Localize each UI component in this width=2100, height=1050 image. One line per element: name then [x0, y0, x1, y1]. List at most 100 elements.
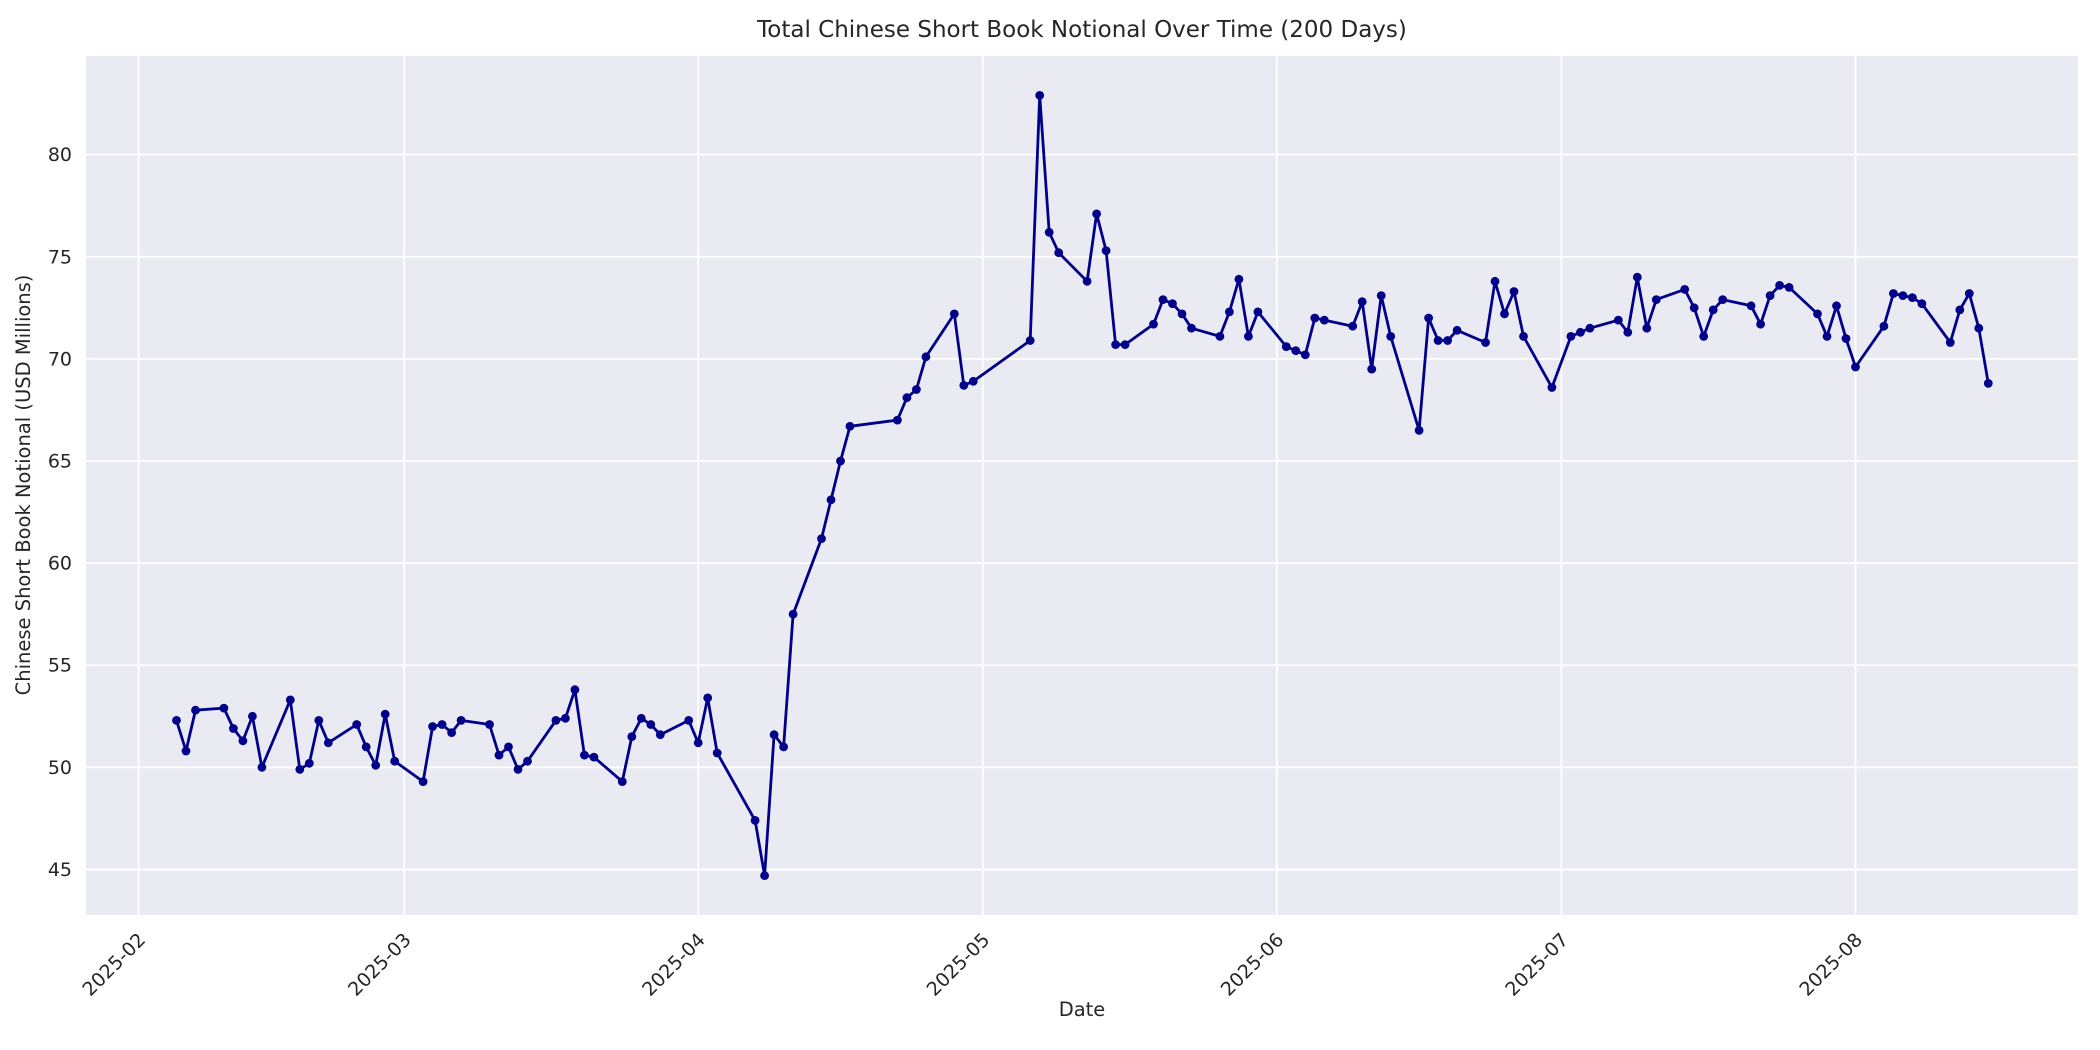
data-point	[760, 871, 769, 880]
data-point	[1357, 297, 1367, 307]
x-axis-label: Date	[1059, 998, 1106, 1021]
data-point	[570, 685, 580, 695]
data-point	[1718, 295, 1728, 304]
data-point	[1044, 227, 1054, 237]
data-point	[1319, 315, 1329, 325]
data-point	[1215, 332, 1225, 341]
data-point	[712, 748, 722, 758]
data-point	[513, 765, 523, 774]
data-point	[1433, 336, 1443, 345]
data-point	[1879, 321, 1889, 331]
data-point	[314, 716, 324, 725]
data-point	[1092, 209, 1101, 219]
data-point	[1642, 323, 1652, 333]
data-point	[580, 750, 589, 760]
data-point	[1168, 299, 1177, 309]
data-point	[551, 716, 561, 725]
data-point	[1813, 309, 1822, 319]
data-point	[1101, 246, 1111, 256]
data-point	[1082, 276, 1092, 286]
data-point	[636, 713, 646, 723]
data-point	[1955, 305, 1965, 315]
y-tick-label: 50	[48, 757, 72, 779]
data-point	[437, 720, 447, 729]
data-point	[390, 756, 400, 766]
data-point	[257, 762, 267, 772]
data-point	[1699, 332, 1709, 341]
data-point	[1784, 283, 1794, 292]
data-point	[1111, 340, 1120, 349]
data-point	[949, 309, 959, 319]
data-point	[1490, 276, 1500, 286]
data-point	[485, 720, 494, 729]
data-point	[1452, 325, 1462, 335]
data-point	[1708, 305, 1718, 315]
data-point	[1234, 274, 1244, 284]
data-point	[1775, 281, 1784, 290]
data-point	[1945, 338, 1955, 347]
data-point	[371, 760, 381, 770]
data-point	[646, 720, 656, 729]
data-point	[968, 376, 978, 386]
y-tick-label: 80	[48, 144, 72, 166]
data-point	[836, 456, 845, 466]
data-point	[1765, 291, 1775, 300]
data-point	[826, 495, 836, 505]
y-tick-label: 70	[48, 348, 72, 370]
data-point	[1025, 336, 1035, 345]
data-point	[1500, 309, 1509, 319]
data-point	[1187, 323, 1196, 333]
data-point	[589, 752, 599, 762]
plot-area	[86, 56, 2078, 915]
data-point	[655, 730, 665, 740]
data-point	[1576, 327, 1585, 337]
x-tick-label: 2025-06	[1217, 929, 1289, 1001]
data-point	[1367, 364, 1377, 374]
data-point	[181, 746, 191, 756]
data-point	[456, 716, 466, 725]
data-point	[617, 777, 627, 786]
data-point	[1158, 295, 1168, 304]
data-point	[1908, 293, 1917, 302]
data-point	[1964, 289, 1974, 298]
x-tick-label: 2025-04	[638, 929, 710, 1001]
data-point	[1832, 301, 1841, 311]
data-point	[1386, 332, 1396, 341]
data-point	[1376, 291, 1386, 300]
data-point	[1613, 315, 1623, 325]
data-point	[1585, 323, 1595, 333]
data-point	[1244, 332, 1253, 341]
data-point	[693, 738, 703, 748]
data-point	[229, 724, 238, 733]
data-point	[323, 738, 333, 748]
x-tick-label: 2025-08	[1795, 929, 1867, 1001]
data-point	[1841, 334, 1851, 343]
y-tick-label: 65	[48, 450, 72, 472]
y-tick-label: 45	[48, 859, 72, 881]
data-point	[921, 352, 931, 362]
data-point	[1481, 338, 1490, 347]
data-point	[1424, 313, 1433, 323]
data-point	[750, 816, 760, 825]
data-point	[238, 736, 248, 746]
data-point	[172, 716, 181, 725]
data-point	[1414, 426, 1424, 435]
data-point	[428, 722, 437, 731]
data-point	[845, 421, 855, 431]
data-point	[1680, 285, 1690, 294]
data-point	[817, 534, 826, 543]
data-point	[1149, 319, 1158, 329]
data-point	[523, 756, 532, 766]
data-point	[361, 742, 371, 752]
data-point	[779, 742, 788, 752]
data-point	[1291, 346, 1301, 356]
x-tick-label: 2025-02	[78, 929, 150, 1001]
data-point	[1300, 350, 1310, 360]
data-point	[1623, 327, 1633, 337]
data-point	[1746, 301, 1756, 311]
data-point	[248, 711, 257, 721]
data-point	[912, 385, 921, 394]
data-point	[295, 765, 305, 774]
data-point	[893, 415, 902, 425]
